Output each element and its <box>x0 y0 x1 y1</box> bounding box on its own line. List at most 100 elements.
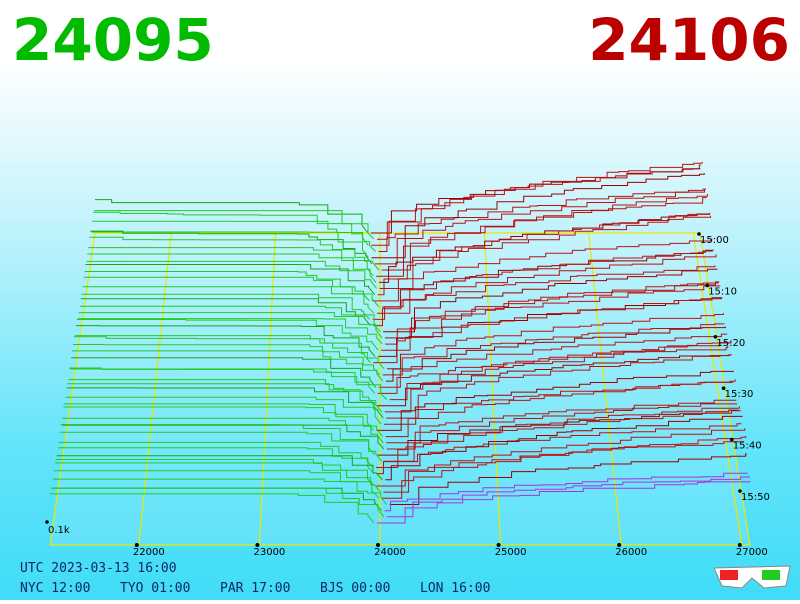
bid-curve <box>94 210 375 240</box>
ask-curve <box>378 333 728 388</box>
grid-line <box>138 232 172 546</box>
tick-mark <box>134 543 139 547</box>
ask-curve <box>378 188 704 252</box>
ask-curve <box>384 340 732 413</box>
tick-mark <box>496 543 501 547</box>
ask-curve <box>379 212 711 289</box>
time-tick-label: 15:40 <box>733 441 762 452</box>
ask-curve <box>384 406 740 462</box>
bid-curve <box>85 264 376 296</box>
ask-curve <box>385 281 720 345</box>
city-clock: PAR 17:00 <box>220 581 290 596</box>
ask-curve <box>371 168 701 234</box>
bid-curve <box>91 231 369 259</box>
ask-curve <box>384 472 748 512</box>
bid-curve <box>65 396 382 425</box>
ask-curve <box>383 268 718 333</box>
bid-curve <box>74 335 371 363</box>
ask-curve <box>387 313 724 370</box>
bid-curve <box>81 293 370 320</box>
ask-curve <box>376 481 751 524</box>
bid-curve <box>86 260 377 289</box>
ask-curve <box>376 410 741 468</box>
time-tick-mark <box>713 335 718 339</box>
ask-curve <box>382 323 725 376</box>
bid-curve <box>88 247 374 277</box>
city-clock: LON 16:00 <box>420 581 490 596</box>
ask-curve <box>374 188 706 265</box>
grid-line <box>258 232 277 546</box>
ask-curve <box>385 415 743 481</box>
bid-curve <box>77 318 383 345</box>
ask-curve <box>385 379 736 438</box>
price-tick-label: 22000 <box>133 547 165 558</box>
ask-curve <box>372 238 713 302</box>
bid-curve <box>76 319 379 351</box>
time-tick-label: 15:20 <box>716 338 745 349</box>
bid-curve <box>92 220 376 252</box>
grid-line <box>588 232 622 546</box>
time-tick-mark <box>730 437 734 442</box>
bid-curve <box>54 462 381 493</box>
bid-curve <box>62 417 384 444</box>
volume-label: 0.1k <box>48 525 70 536</box>
time-tick-label: 15:10 <box>708 286 737 297</box>
bid-curve <box>59 431 382 462</box>
price-tick-label: 23000 <box>253 547 285 558</box>
bid-curve <box>83 276 380 308</box>
ask-curve <box>371 161 703 246</box>
bid-curve <box>64 403 374 431</box>
ask-curve <box>377 423 742 475</box>
ask-curve <box>386 399 737 444</box>
volume-mark <box>45 520 49 524</box>
bid-curve <box>66 387 384 419</box>
time-tick-label: 15:00 <box>700 235 729 246</box>
ask-curve <box>377 164 702 240</box>
ask-curve <box>373 254 717 327</box>
bid-curve <box>95 199 369 234</box>
bid-curve <box>84 271 370 302</box>
bid-curve <box>69 367 388 400</box>
bid-price: 24095 <box>12 6 214 74</box>
ask-curve <box>377 355 730 407</box>
ask-curve <box>386 475 750 518</box>
ask-price: 24106 <box>588 6 790 74</box>
price-tick-label: 27000 <box>736 547 768 558</box>
ask-curve <box>382 436 747 499</box>
ask-curve <box>381 285 721 351</box>
bid-curve <box>50 493 375 524</box>
ask-curve <box>386 403 738 450</box>
ask-curve <box>381 197 707 271</box>
ask-curve <box>389 453 747 505</box>
price-tick-label: 24000 <box>374 547 406 558</box>
city-clock: TYO 01:00 <box>120 581 190 596</box>
time-tick-mark <box>738 489 742 493</box>
ask-curve <box>377 215 712 296</box>
bid-curve <box>89 236 380 271</box>
ask-curve <box>371 173 705 259</box>
bid-curve <box>73 336 385 370</box>
bid-curve <box>73 344 381 376</box>
price-tick-label: 25000 <box>495 547 527 558</box>
city-clock: NYC 12:00 <box>20 581 90 596</box>
tick-mark <box>255 543 260 547</box>
bid-curve <box>57 447 375 474</box>
tick-mark <box>737 543 742 547</box>
ask-curve <box>373 297 723 364</box>
bid-curve <box>75 325 376 357</box>
bid-curve <box>93 211 369 246</box>
ask-curve <box>376 441 745 487</box>
tick-mark <box>617 543 622 547</box>
utc-time: UTC 2023-03-13 16:00 <box>20 561 177 576</box>
ask-curve <box>377 249 714 314</box>
glasses-icon <box>713 565 791 589</box>
time-tick-mark <box>705 283 709 288</box>
bid-curve <box>82 286 375 314</box>
ask-curve <box>372 265 716 320</box>
bid-curve <box>63 406 384 437</box>
ask-curve <box>376 194 708 277</box>
time-tick-mark <box>721 386 726 391</box>
floor-outline <box>49 232 751 546</box>
